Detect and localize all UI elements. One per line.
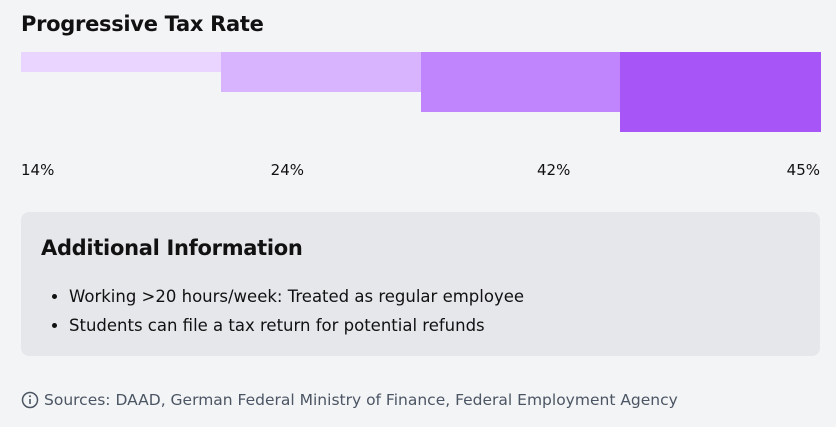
- sources-note: Sources: DAAD, German Federal Ministry o…: [21, 391, 678, 409]
- bar-45%: [620, 52, 821, 132]
- additional-info-panel: Additional Information Working >20 hours…: [21, 212, 820, 356]
- info-circle-icon: [21, 391, 39, 409]
- tick-label: 42%: [536, 161, 571, 179]
- tick-label: 14%: [21, 161, 55, 179]
- bar-42%: [420, 52, 621, 112]
- tick-label: 24%: [270, 161, 304, 179]
- sources-text: Sources: DAAD, German Federal Ministry o…: [44, 391, 678, 409]
- bar-14%: [21, 52, 222, 72]
- info-item: Students can file a tax return for poten…: [69, 311, 524, 340]
- tick-label: 45%: [786, 161, 820, 179]
- info-item: Working >20 hours/week: Treated as regul…: [69, 282, 524, 311]
- chart-title: Progressive Tax Rate: [21, 12, 264, 36]
- bar-24%: [220, 52, 421, 92]
- info-title: Additional Information: [41, 236, 303, 260]
- tax-rate-chart: [21, 52, 821, 132]
- info-list: Working >20 hours/week: Treated as regul…: [41, 282, 524, 340]
